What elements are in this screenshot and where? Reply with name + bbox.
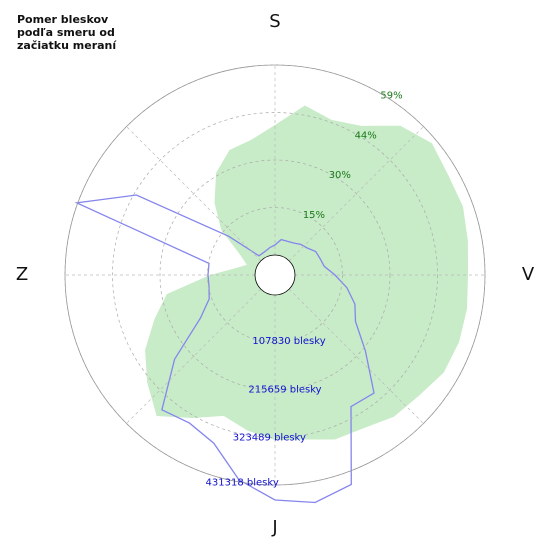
y2-tick-label: 215659 blesky (248, 385, 321, 396)
chart-title: Pomer bleskov podľa smeru od začiatku me… (17, 13, 117, 52)
y2-tick-label: 431318 blesky (206, 477, 279, 488)
line (74, 194, 375, 504)
spoke (126, 288, 262, 424)
x-tick-label: V (522, 264, 535, 285)
y2-tick-label: 323489 blesky (233, 432, 306, 443)
area (145, 105, 468, 441)
center-hole (254, 254, 296, 296)
grid-ring (159, 159, 391, 391)
x-tick-label: S (269, 11, 280, 32)
y-tick-label: 44% (355, 130, 377, 141)
spoke (126, 126, 262, 262)
spoke (288, 126, 424, 262)
y-tick-label: 59% (380, 91, 402, 102)
grid-ring (207, 207, 343, 343)
x-tick-label: Z (16, 264, 28, 285)
grid-ring (112, 112, 438, 438)
x-tick-label: J (271, 517, 277, 538)
outer-ring (64, 64, 486, 486)
y-tick-label: 15% (303, 210, 325, 221)
spoke (288, 288, 424, 424)
y-tick-label: 30% (329, 170, 351, 181)
y2-tick-label: 107830 blesky (252, 336, 325, 347)
